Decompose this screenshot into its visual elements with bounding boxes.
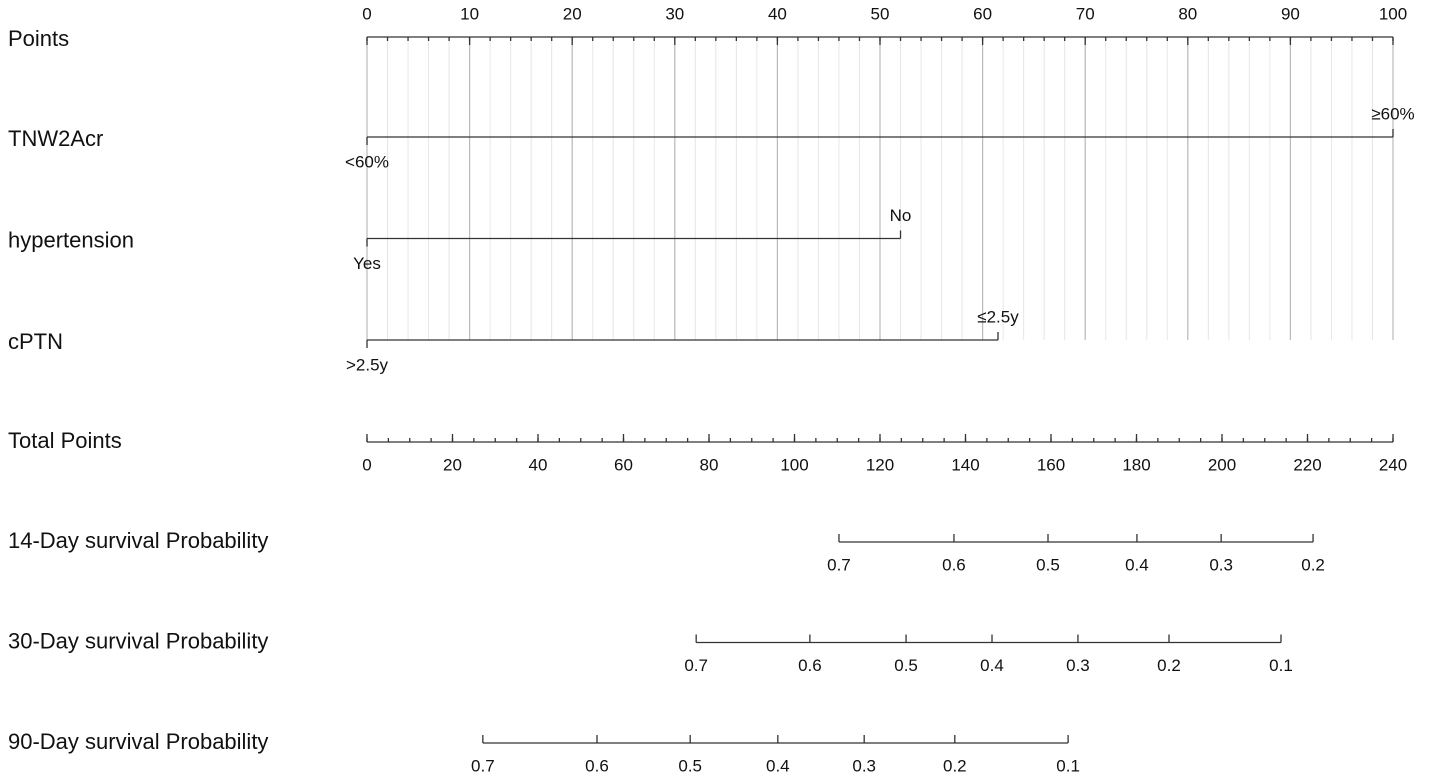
tick-label: 0.7 [471, 756, 495, 775]
tick-label: 60 [973, 4, 992, 23]
tick-label: 0 [362, 455, 371, 474]
row-label: hypertension [8, 227, 134, 252]
tick-label: 90 [1281, 4, 1300, 23]
level-label: <60% [345, 152, 389, 171]
level-label: >2.5y [346, 355, 389, 374]
row-label: cPTN [8, 329, 63, 354]
tick-label: 0.1 [1269, 656, 1293, 675]
tick-label: 50 [871, 4, 890, 23]
tick-label: 0.2 [1301, 555, 1325, 574]
row-label: 90-Day survival Probability [8, 729, 268, 754]
row-label: 14-Day survival Probability [8, 528, 268, 553]
tick-label: 40 [768, 4, 787, 23]
tick-label: 0 [362, 4, 371, 23]
tick-label: 0.6 [798, 656, 822, 675]
tick-label: 70 [1076, 4, 1095, 23]
tick-label: 0.3 [852, 756, 876, 775]
level-label: No [890, 206, 912, 225]
tick-label: 0.4 [1125, 555, 1149, 574]
row-label: 30-Day survival Probability [8, 628, 268, 653]
tick-label: 10 [460, 4, 479, 23]
tick-label: 60 [614, 455, 633, 474]
tick-label: 0.3 [1066, 656, 1090, 675]
tick-label: 80 [1178, 4, 1197, 23]
tick-label: 40 [529, 455, 548, 474]
tick-label: 240 [1379, 455, 1407, 474]
tick-label: 0.2 [1157, 656, 1181, 675]
row-label: TNW2Acr [8, 126, 103, 151]
row-label: Points [8, 26, 69, 51]
level-label: ≥60% [1371, 104, 1414, 123]
tick-label: 0.7 [684, 656, 708, 675]
tick-label: 0.6 [942, 555, 966, 574]
level-label: Yes [353, 254, 381, 273]
tick-label: 140 [951, 455, 979, 474]
row-label: Total Points [8, 428, 122, 453]
tick-label: 120 [866, 455, 894, 474]
tick-label: 0.3 [1209, 555, 1233, 574]
tick-label: 100 [1379, 4, 1407, 23]
tick-label: 80 [700, 455, 719, 474]
tick-label: 20 [563, 4, 582, 23]
tick-label: 220 [1293, 455, 1321, 474]
tick-label: 100 [780, 455, 808, 474]
tick-label: 0.5 [894, 656, 918, 675]
tick-label: 0.6 [585, 756, 609, 775]
tick-label: 0.5 [1036, 555, 1060, 574]
tick-label: 0.4 [766, 756, 790, 775]
level-label: ≤2.5y [977, 307, 1019, 326]
tick-label: 0.2 [943, 756, 967, 775]
tick-label: 160 [1037, 455, 1065, 474]
tick-label: 200 [1208, 455, 1236, 474]
tick-label: 180 [1122, 455, 1150, 474]
tick-label: 0.7 [827, 555, 851, 574]
tick-label: 0.1 [1056, 756, 1080, 775]
tick-label: 0.4 [980, 656, 1004, 675]
tick-label: 20 [443, 455, 462, 474]
tick-label: 30 [665, 4, 684, 23]
tick-label: 0.5 [678, 756, 702, 775]
